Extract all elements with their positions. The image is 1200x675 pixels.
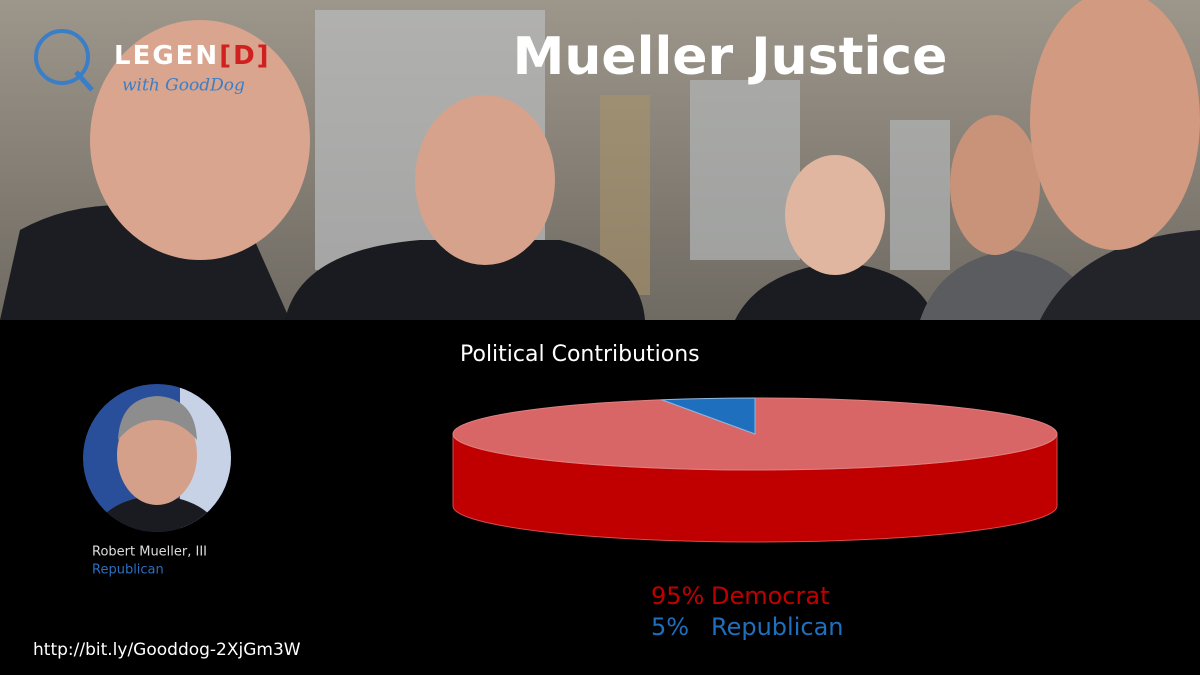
pie-chart	[452, 397, 1058, 543]
pie-slice	[661, 397, 756, 435]
legend: 95% Democrat 5% Republican	[651, 582, 844, 641]
svg-text:LEGEN[D]: LEGEN[D]	[114, 41, 271, 71]
brand-mark: [D]	[219, 41, 270, 71]
chart-title: Political Contributions	[460, 342, 700, 367]
logo: LEGEN[D] with GoodDog	[34, 29, 271, 96]
slide-title: Mueller Justice	[513, 27, 948, 87]
legend-value: 5%	[651, 613, 689, 641]
legend-value: 95%	[651, 582, 704, 610]
brand-tagline: with GoodDog	[122, 76, 245, 96]
legend-label: Democrat	[711, 582, 830, 610]
brand-name: LEGEN	[114, 41, 219, 71]
photo	[0, 0, 1200, 320]
source-url: http://bit.ly/Gooddog-2XjGm3W	[33, 640, 301, 660]
legend-label: Republican	[711, 613, 844, 641]
person-party: Republican	[92, 563, 164, 578]
person-name: Robert Mueller, III	[92, 545, 207, 560]
